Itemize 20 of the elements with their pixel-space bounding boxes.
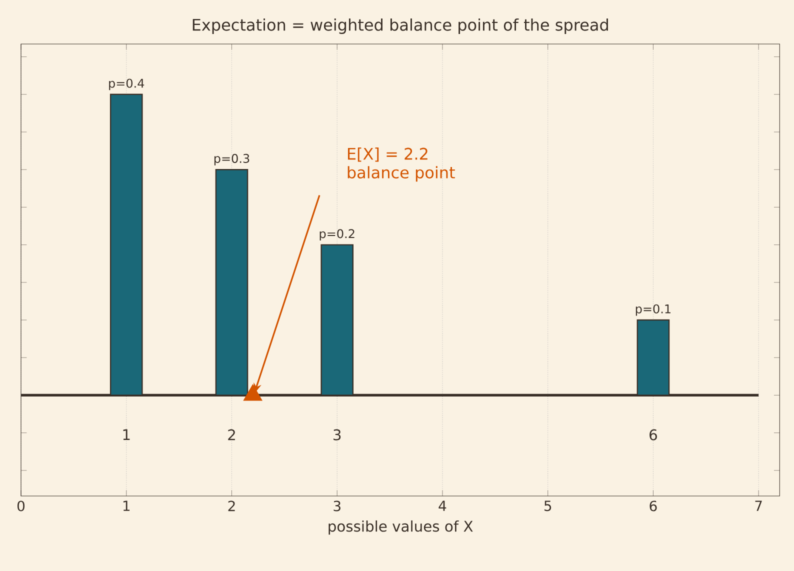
annotation: 3	[334, 429, 341, 440]
x-tick-label: 0	[17, 500, 25, 512]
chart-title: Expectation = weighted balance point of the spread	[192, 18, 608, 34]
x-tick-label: 3	[334, 500, 340, 512]
x-tick-label: 7	[755, 500, 762, 511]
annotation: 2	[228, 429, 235, 440]
x-tick-label: 1	[123, 500, 130, 511]
annotation: 1	[123, 429, 130, 440]
annotation: 6	[650, 429, 657, 440]
x-tick-label: 6	[650, 500, 657, 512]
data-label: p=0.4	[109, 78, 144, 90]
data-label: p=0.1	[636, 304, 670, 316]
annotation: balance point	[348, 166, 455, 182]
x-tick-label: 5	[544, 500, 552, 512]
data-label: p=0.2	[320, 229, 354, 241]
x-axis-title: possible values of X	[328, 520, 473, 535]
data-label: p=0.3	[214, 154, 250, 166]
annotation: E[X] = 2.2	[348, 147, 428, 162]
x-tick-label: 2	[228, 500, 235, 512]
x-tick-label: 4	[438, 500, 446, 511]
